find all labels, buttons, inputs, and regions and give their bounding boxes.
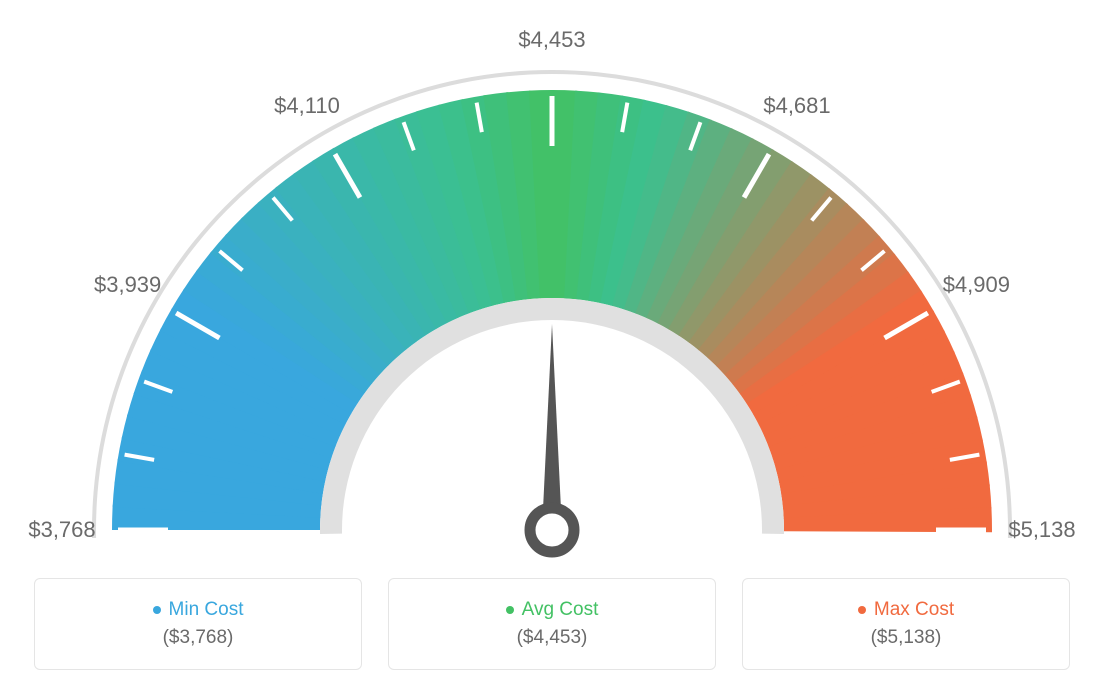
gauge-tick-label: $4,110 <box>274 93 340 119</box>
legend-avg-title-row: Avg Cost <box>506 599 599 621</box>
gauge-tick-label: $5,138 <box>1008 517 1075 543</box>
gauge-tick-label: $4,453 <box>518 27 585 53</box>
legend-row: Min Cost ($3,768) Avg Cost ($4,453) Max … <box>0 578 1104 670</box>
legend-card-min: Min Cost ($3,768) <box>34 578 362 670</box>
legend-max-title-row: Max Cost <box>858 599 954 621</box>
legend-card-max: Max Cost ($5,138) <box>742 578 1070 670</box>
legend-min-value: ($3,768) <box>163 627 234 649</box>
legend-min-title: Min Cost <box>169 599 244 621</box>
gauge-tick-label: $3,939 <box>94 272 161 298</box>
gauge-svg <box>0 0 1104 560</box>
gauge-chart-container: $3,768 $3,939 $4,110 $4,453 $4,681 $4,909 $5,1… <box>0 0 1104 690</box>
legend-avg-title: Avg Cost <box>522 599 599 621</box>
legend-min-title-row: Min Cost <box>153 599 244 621</box>
gauge-tick-label: $4,909 <box>943 272 1010 298</box>
legend-max-dot <box>858 606 866 614</box>
legend-card-avg: Avg Cost ($4,453) <box>388 578 716 670</box>
legend-min-dot <box>153 606 161 614</box>
legend-max-value: ($5,138) <box>871 627 942 649</box>
legend-avg-dot <box>506 606 514 614</box>
legend-max-title: Max Cost <box>874 599 954 621</box>
gauge-tick-label: $4,681 <box>763 93 830 119</box>
legend-avg-value: ($4,453) <box>517 627 588 649</box>
gauge-area: $3,768 $3,939 $4,110 $4,453 $4,681 $4,909 $5,1… <box>0 0 1104 560</box>
gauge-tick-label: $3,768 <box>28 517 95 543</box>
